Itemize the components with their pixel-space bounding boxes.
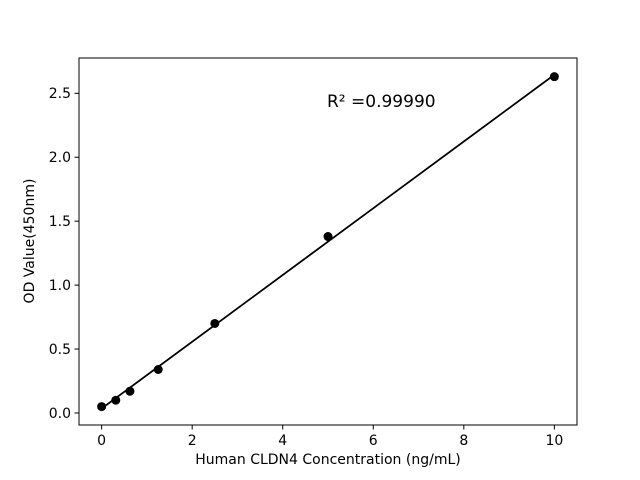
plot-spines	[78, 57, 578, 426]
x-tick-label: 8	[459, 433, 468, 449]
x-axis-label: Human CLDN4 Concentration (ng/mL)	[195, 452, 461, 468]
data-point	[125, 386, 135, 396]
x-tick-label: 4	[278, 433, 287, 449]
y-tick-label: 2.0	[49, 150, 71, 166]
data-point	[323, 232, 333, 242]
y-tick-label: 1.5	[49, 214, 71, 230]
r-squared-annotation: R² =0.99990	[327, 92, 436, 112]
fit-line	[101, 74, 555, 410]
y-tick-label: 0.5	[49, 342, 71, 358]
data-point	[210, 318, 220, 328]
y-axis-label: OD Value(450nm)	[22, 178, 38, 304]
x-tick-label: 10	[545, 433, 563, 449]
data-point	[549, 72, 559, 82]
x-tick-label: 2	[188, 433, 197, 449]
x-tick-label: 6	[369, 433, 378, 449]
data-point	[111, 395, 121, 405]
data-point	[153, 365, 163, 375]
data-point	[97, 402, 107, 412]
y-tick-label: 1.0	[49, 278, 71, 294]
y-tick-label: 0.0	[49, 406, 71, 422]
x-tick-label: 0	[97, 433, 106, 449]
y-tick-label: 2.5	[49, 86, 71, 102]
